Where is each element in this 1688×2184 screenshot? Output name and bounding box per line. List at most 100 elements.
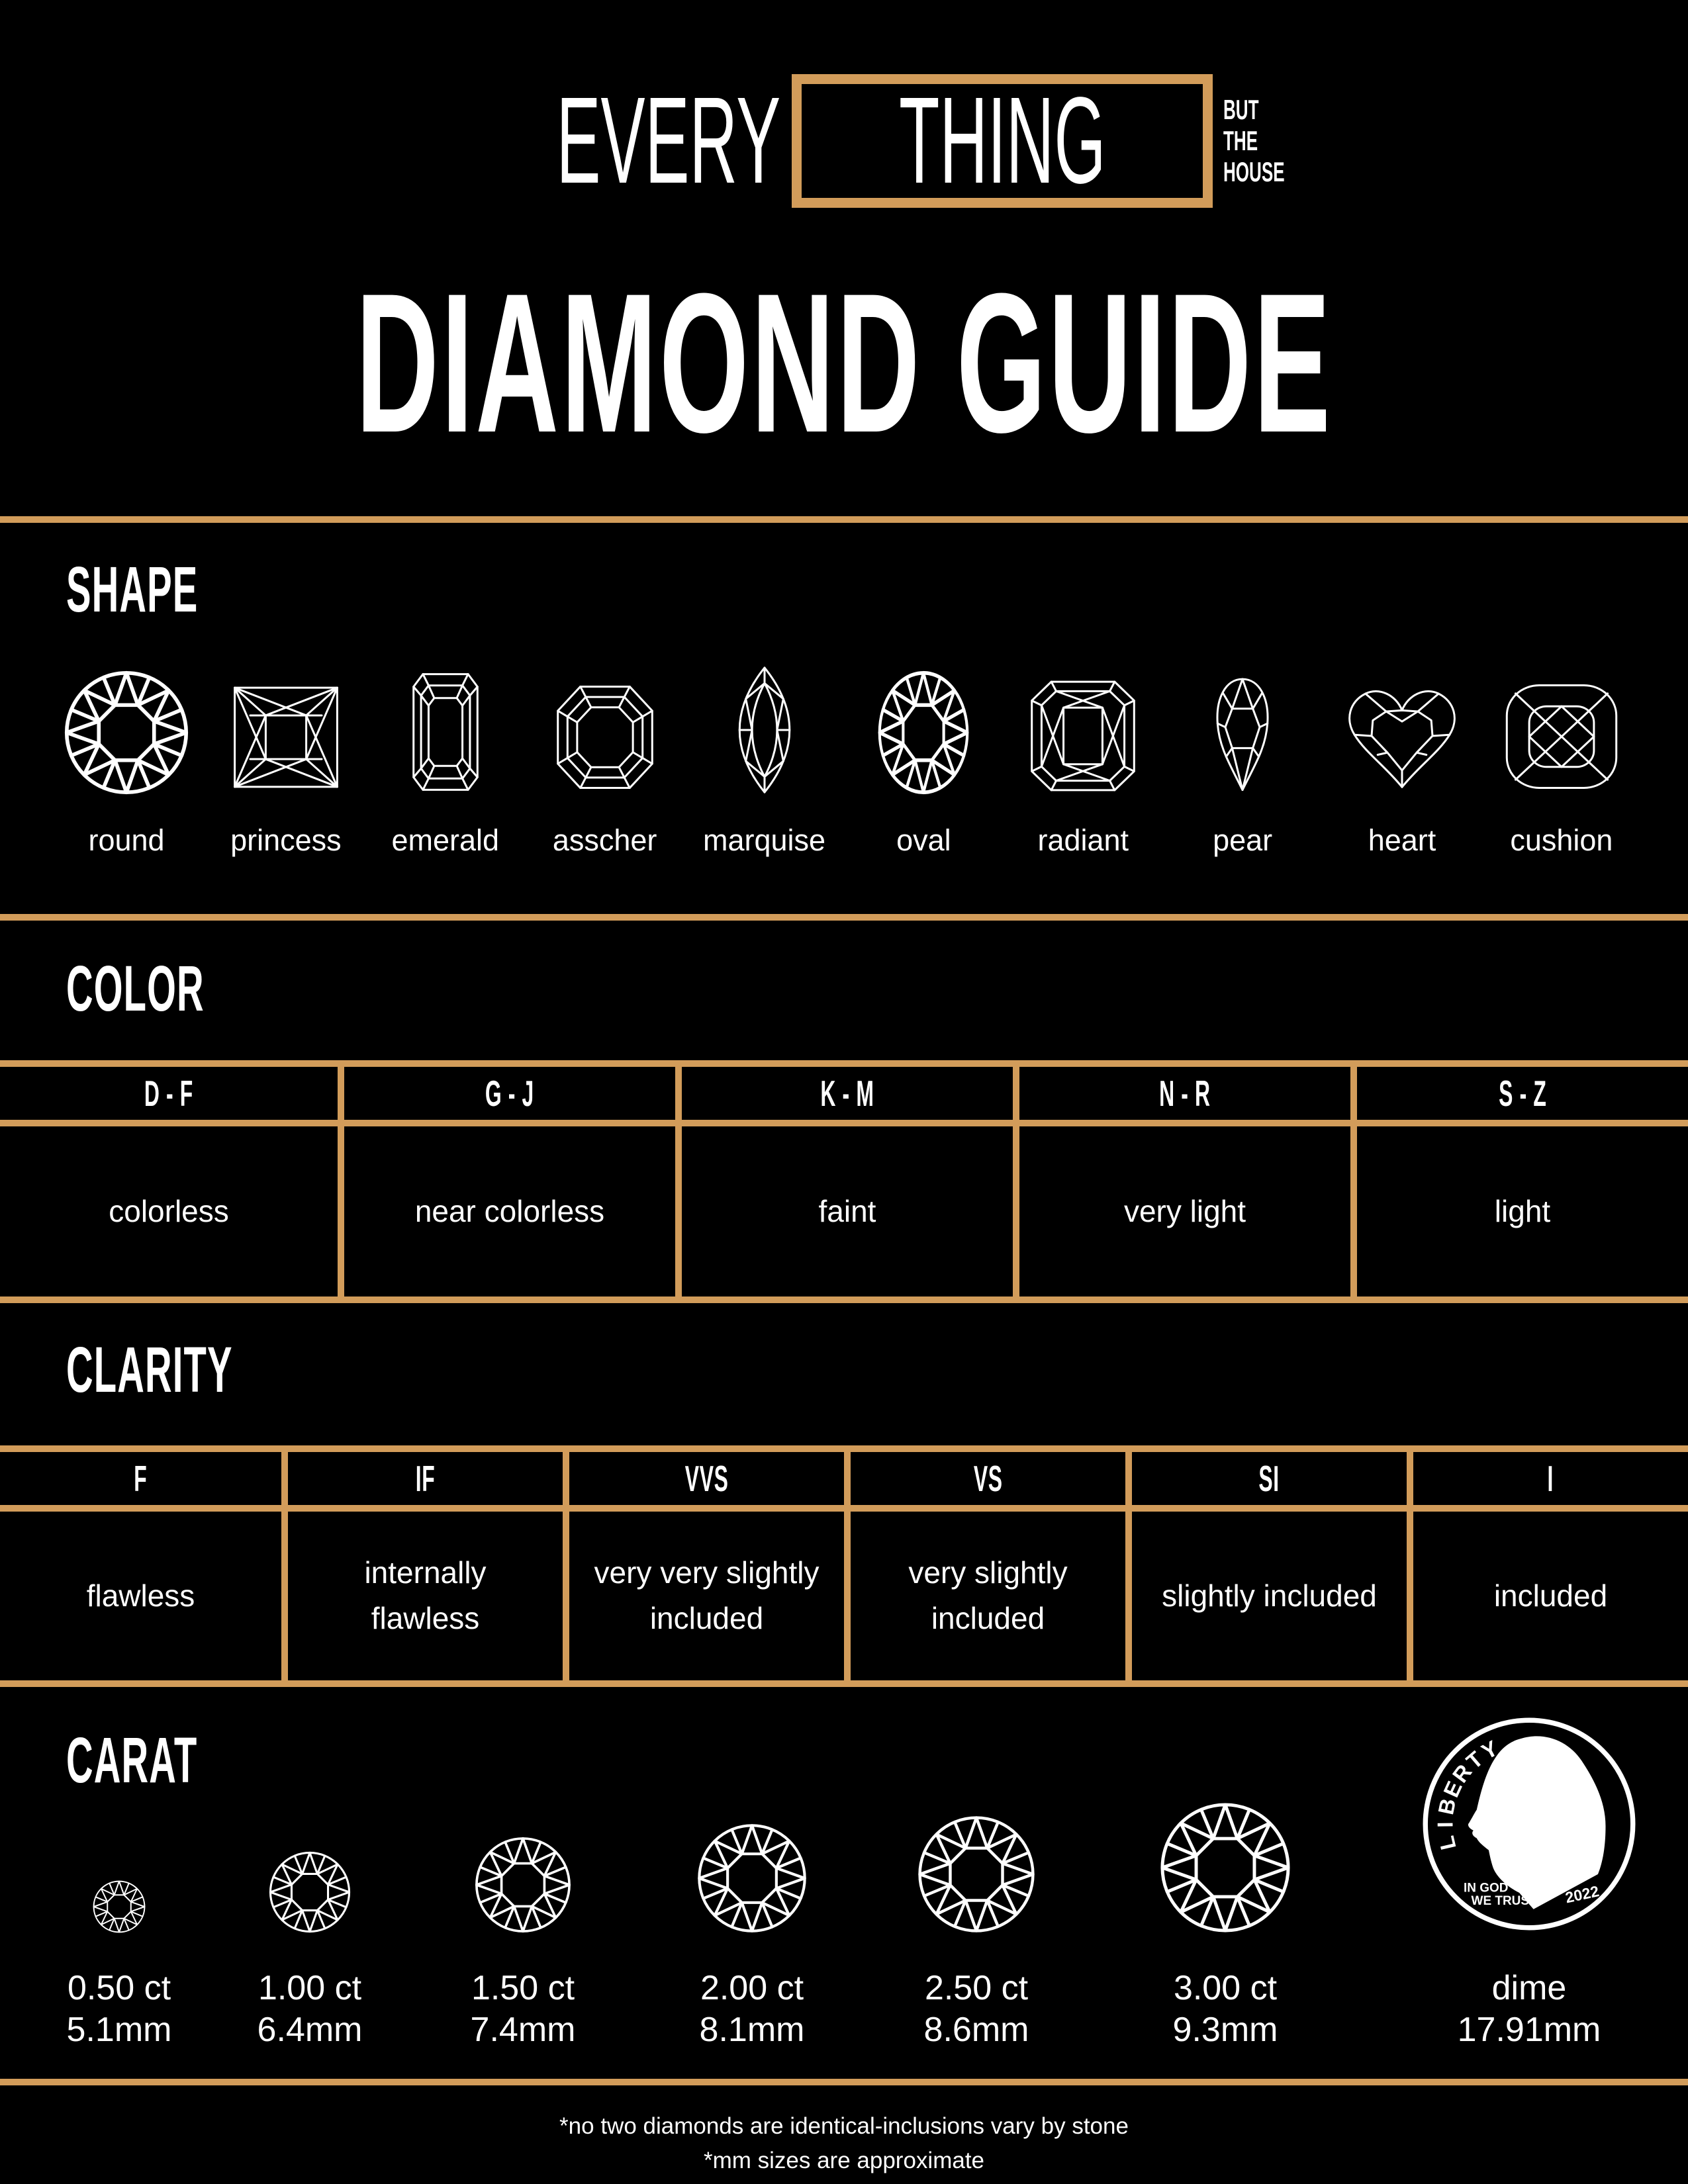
ebth-logo: EVERY THING BUT THE HOUSE — [0, 74, 1688, 208]
carat-ct: dime — [1491, 1968, 1567, 2007]
color-table: D - F G - J K - M N - R S - Z colorless … — [0, 1060, 1688, 1303]
color-desc: very light — [1013, 1126, 1350, 1297]
carat-item-250: 2.50 ct 8.6mm — [851, 1687, 1102, 2052]
gold-divider — [0, 516, 1688, 523]
clarity-desc: included — [1407, 1511, 1688, 1680]
carat-ct: 1.50 ct — [471, 1968, 575, 2007]
round-diamond-icon — [917, 1815, 1035, 1933]
carat-mm: 8.6mm — [923, 2011, 1029, 2050]
color-grade: D - F — [144, 1072, 194, 1114]
clarity-table-body: flawless internally flawless very very s… — [0, 1511, 1688, 1680]
color-table-body: colorless near colorless faint very ligh… — [0, 1126, 1688, 1297]
shape-heading: SHAPE — [66, 553, 199, 625]
clarity-heading: CLARITY — [66, 1333, 233, 1406]
logo-word-every: EVERY — [556, 72, 781, 210]
clarity-section: CLARITY F IF VVS VS SI I flawless intern… — [0, 1338, 1688, 1687]
clarity-table: F IF VVS VS SI I flawless internally fla… — [0, 1445, 1688, 1687]
shape-item-round: round — [58, 665, 195, 858]
shape-label: asscher — [552, 823, 657, 857]
clarity-desc: internally flawless — [281, 1511, 563, 1680]
carat-item-050: 0.50 ct 5.1mm — [0, 1687, 245, 2052]
logo-tagline-line: BUT — [1223, 94, 1259, 126]
asscher-diamond-icon — [551, 680, 659, 795]
shape-label: round — [88, 823, 165, 857]
round-diamond-icon — [269, 1851, 351, 1933]
heart-diamond-icon — [1341, 684, 1463, 795]
carat-mm: 6.4mm — [257, 2011, 363, 2050]
shape-item-emerald: emerald — [377, 665, 514, 858]
shape-item-oval: oval — [855, 665, 992, 858]
princess-diamond-icon — [226, 680, 346, 795]
color-grade: N - R — [1159, 1072, 1211, 1114]
carat-heading: CARAT — [66, 1723, 198, 1796]
clarity-grade: IF — [415, 1457, 436, 1499]
shape-item-princess: princess — [218, 665, 354, 858]
shape-item-cushion: cushion — [1493, 665, 1630, 858]
carat-item-100: 1.00 ct 6.4mm — [184, 1687, 436, 2052]
round-diamond-icon — [475, 1837, 571, 1933]
carat-section: CARAT 0.50 ct 5.1mm 1.00 ct 6.4mm 1.50 ct 7… — [0, 1687, 1688, 2079]
page-title: DIAMOND GUIDE — [355, 251, 1333, 474]
color-grade: S - Z — [1498, 1072, 1547, 1114]
carat-mm: 8.1mm — [699, 2011, 805, 2050]
color-table-header: D - F G - J K - M N - R S - Z — [0, 1066, 1688, 1120]
shape-label: pear — [1213, 823, 1273, 857]
carat-mm: 9.3mm — [1172, 2011, 1278, 2050]
shape-item-pear: pear — [1174, 665, 1311, 858]
shape-label: cushion — [1510, 823, 1613, 857]
color-grade: K - M — [820, 1072, 874, 1114]
carat-item-150: 1.50 ct 7.4mm — [397, 1687, 649, 2052]
clarity-desc: very slightly included — [844, 1511, 1125, 1680]
round-diamond-icon — [1160, 1802, 1291, 1933]
header: EVERY THING BUT THE HOUSE DIAMOND GUIDE — [0, 0, 1688, 462]
round-diamond-icon — [697, 1823, 807, 1933]
gold-divider — [0, 913, 1688, 921]
shape-item-asscher: asscher — [537, 665, 673, 858]
emerald-diamond-icon — [399, 669, 492, 795]
clarity-desc: very very slightly included — [563, 1511, 844, 1680]
color-section: COLOR D - F G - J K - M N - R S - Z colo… — [0, 956, 1688, 1303]
carat-mm: 5.1mm — [66, 2011, 172, 2050]
shape-section: SHAPE round princess emera — [0, 557, 1688, 914]
dime-motto-line1: IN GOD — [1464, 1881, 1508, 1895]
pear-diamond-icon — [1199, 672, 1286, 795]
shape-label: marquise — [702, 823, 826, 857]
carat-item-dime: L I B E R T Y IN GOD WE TRUST 2022 dime 1… — [1403, 1687, 1655, 2052]
logo-gold-box: THING — [791, 72, 1213, 209]
footer-note-1: *no two diamonds are identical-inclusion… — [559, 2113, 1129, 2139]
dime-coin-icon: L I B E R T Y IN GOD WE TRUST 2022 — [1423, 1717, 1636, 1931]
svg-text:I: I — [1432, 1821, 1457, 1827]
clarity-grade: VVS — [684, 1457, 729, 1499]
logo-tagline-line: THE — [1223, 125, 1258, 157]
color-desc: light — [1350, 1126, 1688, 1297]
footer: *no two diamonds are identical-inclusion… — [0, 2109, 1688, 2179]
marquise-diamond-icon — [726, 665, 804, 795]
carat-item-200: 2.00 ct 8.1mm — [626, 1687, 878, 2052]
color-desc: near colorless — [338, 1126, 675, 1297]
carat-ct: 0.50 ct — [67, 1968, 171, 2007]
logo-tagline-line: HOUSE — [1223, 156, 1285, 188]
shape-label: oval — [896, 823, 951, 857]
carat-ct: 3.00 ct — [1173, 1968, 1278, 2007]
clarity-desc: slightly included — [1125, 1511, 1407, 1680]
color-heading: COLOR — [66, 952, 205, 1024]
carat-ct: 1.00 ct — [258, 1968, 362, 2007]
shape-label: emerald — [391, 823, 500, 857]
carat-mm: 17.91mm — [1457, 2011, 1601, 2050]
clarity-table-header: F IF VVS VS SI I — [0, 1451, 1688, 1505]
round-diamond-icon — [64, 670, 189, 795]
gold-divider — [0, 2078, 1688, 2085]
carat-ct: 2.50 ct — [924, 1968, 1029, 2007]
logo-tagline: BUT THE HOUSE — [1223, 94, 1322, 187]
shape-row: round princess emerald — [0, 665, 1688, 858]
carat-ct: 2.00 ct — [700, 1968, 804, 2007]
carat-item-300: 3.00 ct 9.3mm — [1100, 1687, 1351, 2052]
oval-diamond-icon — [878, 670, 969, 795]
svg-text:L: L — [1434, 1833, 1461, 1852]
gold-divider — [0, 1119, 1688, 1126]
color-desc: colorless — [109, 1193, 229, 1228]
shape-item-heart: heart — [1334, 665, 1470, 858]
shape-item-radiant: radiant — [1015, 665, 1151, 858]
logo-word-thing: THING — [898, 72, 1106, 209]
